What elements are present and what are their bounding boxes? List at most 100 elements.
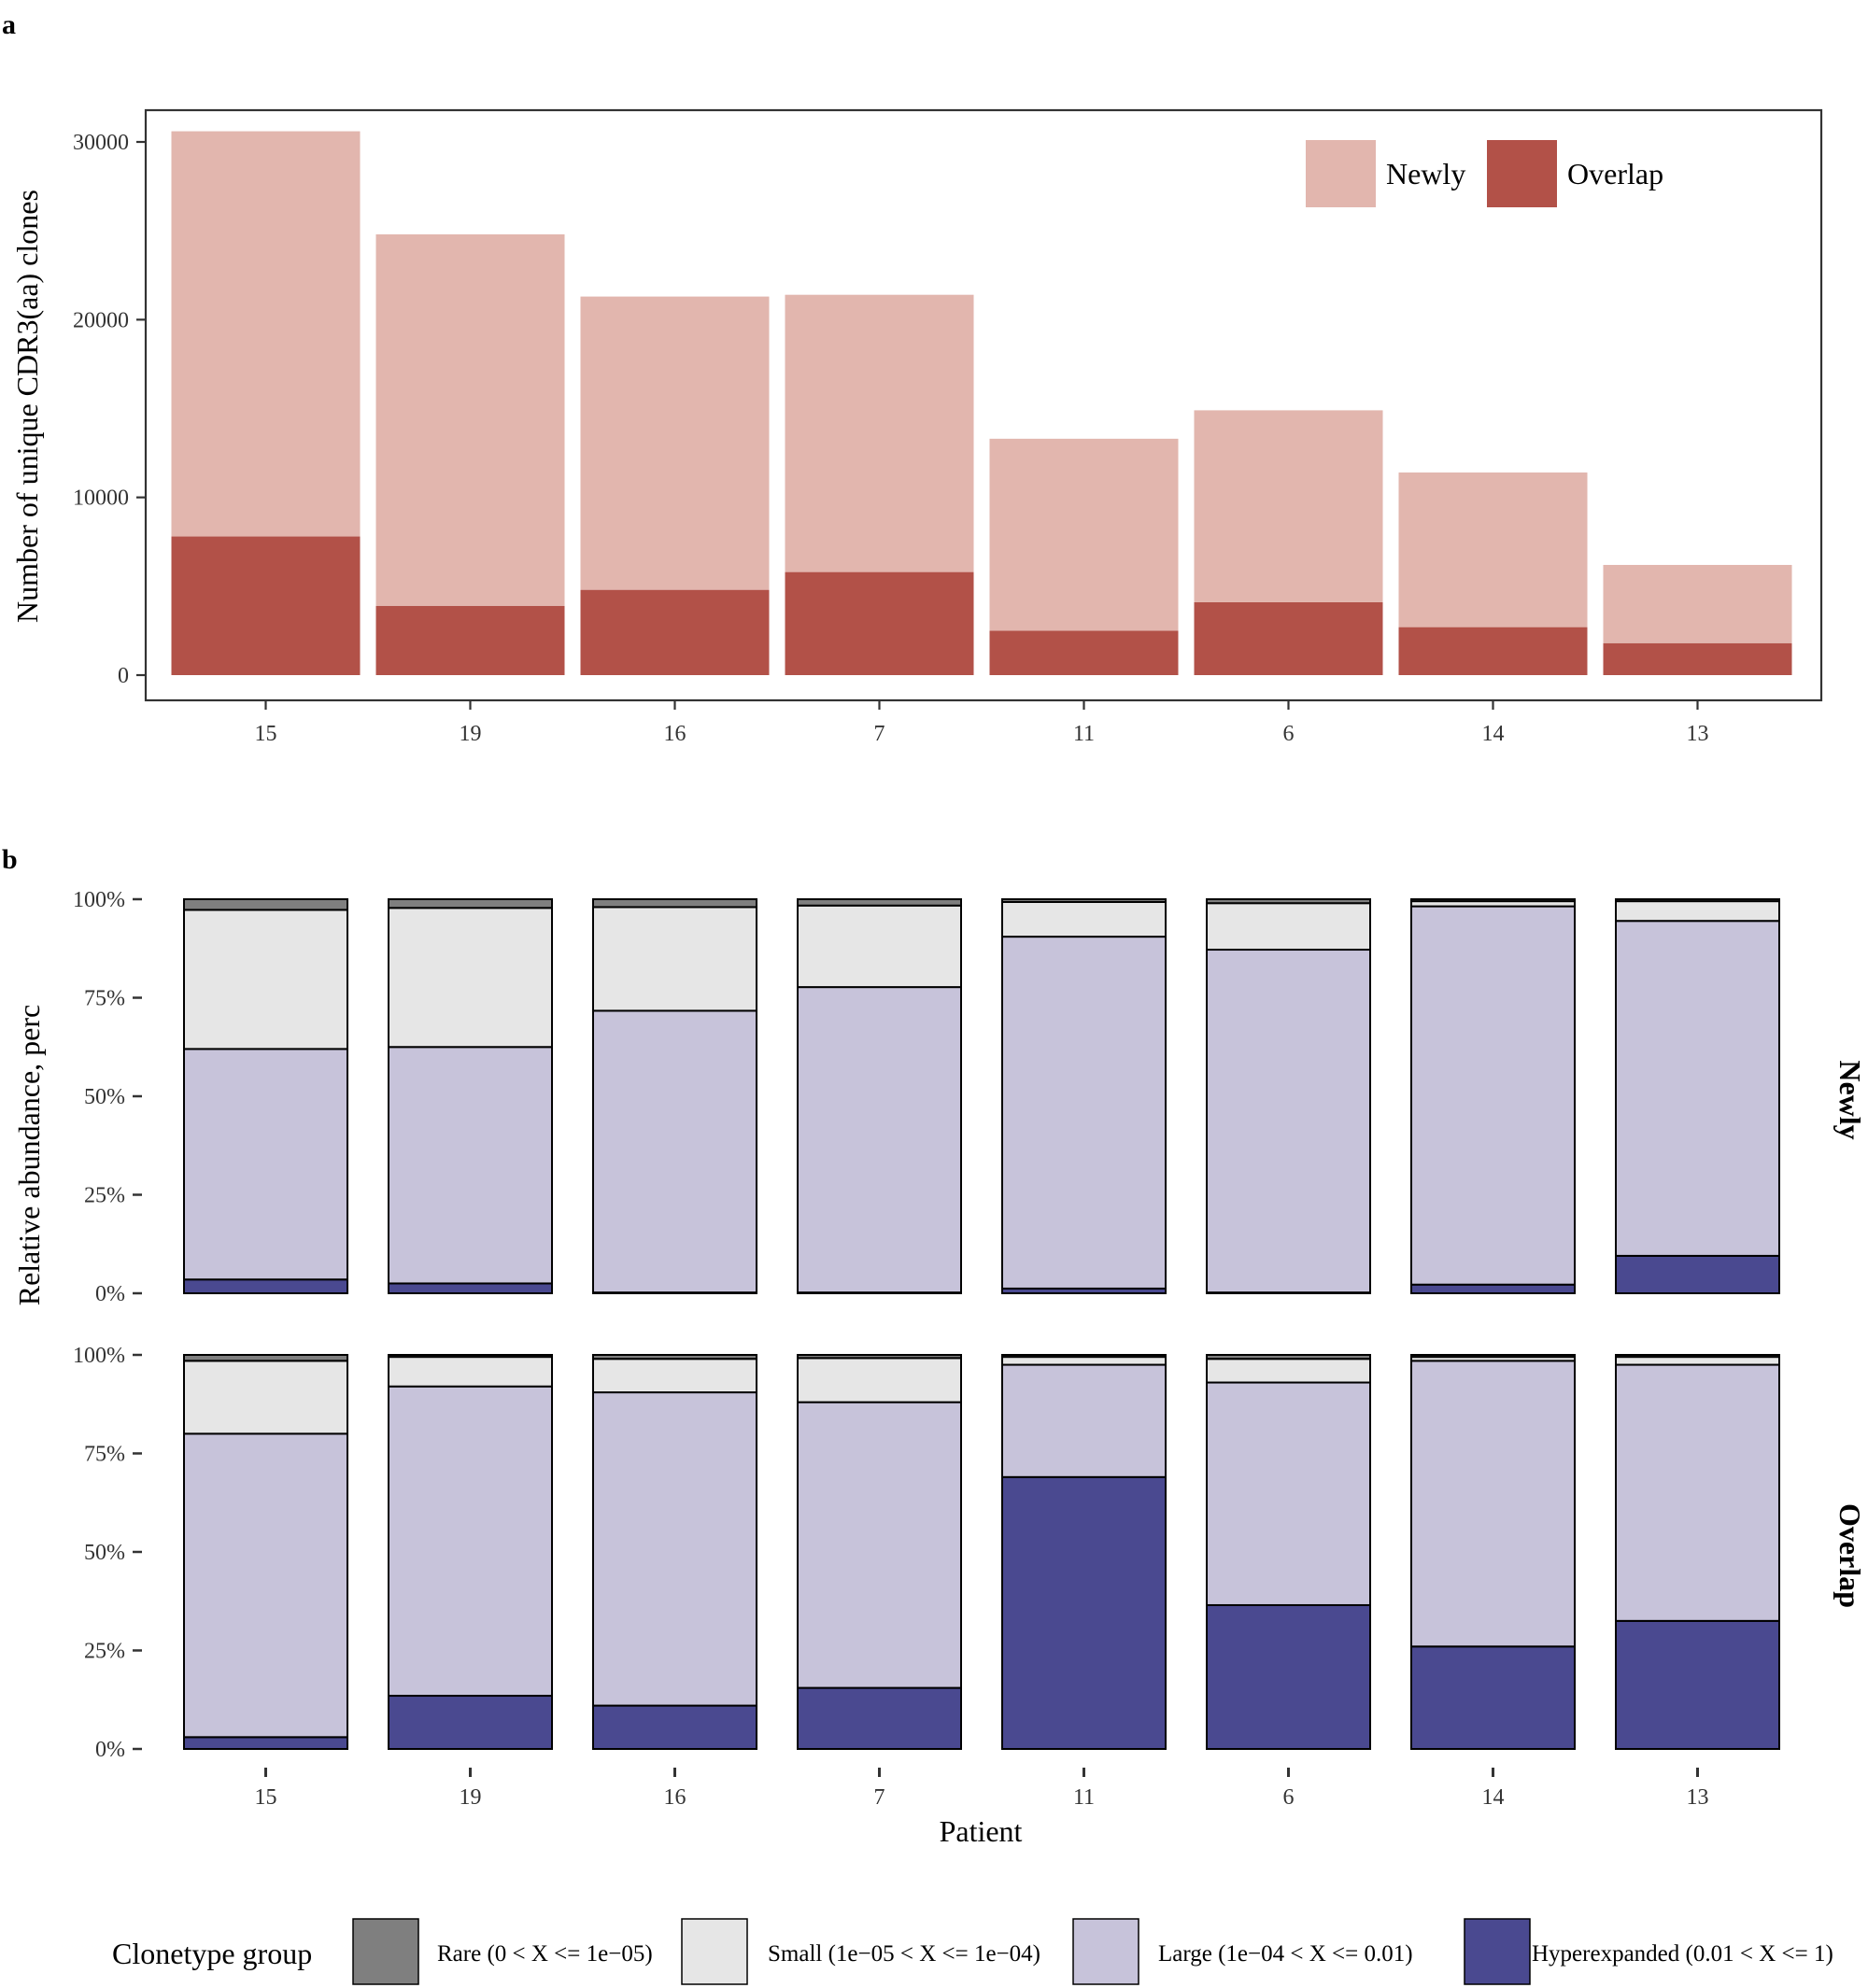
bar-newly-7 <box>785 294 974 572</box>
legend-label-small: Small (1e−05 < X <= 1e−04) <box>768 1941 1040 1967</box>
bar-newly-13 <box>1603 564 1792 643</box>
x-tick-label: 14 <box>1482 1785 1505 1810</box>
bar-overlap-large-16 <box>592 1391 757 1707</box>
facet-newly: 0% 25% 50% 75% 100% Newly <box>73 888 1867 1306</box>
y-tick-label: 10000 <box>73 486 129 511</box>
bar-newly-large-7 <box>797 986 962 1294</box>
y-tick-label: 25% <box>84 1640 125 1664</box>
legend-key-rare <box>352 1918 419 1985</box>
bar-newly-large-6 <box>1206 949 1371 1294</box>
bar-newly-rare-13 <box>1615 898 1780 903</box>
bar-newly-small-16 <box>592 906 757 1012</box>
bar-overlap-large-7 <box>797 1401 962 1689</box>
bar-overlap-13 <box>1603 642 1792 675</box>
y-tick-label: 0% <box>95 1738 125 1762</box>
bar-newly-6 <box>1194 410 1383 602</box>
x-tick-label: 7 <box>874 1785 885 1810</box>
bar-newly-small-13 <box>1615 900 1780 923</box>
panel-a-frame <box>144 108 1823 702</box>
panel-b-chart: 0% 25% 50% 75% 100% Newly 0% 25% 50% 75% 100% Overl… <box>12 888 1867 1985</box>
facet-overlap: 0% 25% 50% 75% 100% Overlap <box>73 1344 1867 1762</box>
legend-title: Clonetype group <box>112 1937 312 1970</box>
y-tick-label: 30000 <box>73 131 129 155</box>
x-tick-label: 11 <box>1073 1785 1095 1810</box>
facet-strip-label-overlap: Overlap <box>1833 1503 1867 1608</box>
bar-overlap-14 <box>1398 627 1588 675</box>
x-tick-label: 14 <box>1482 722 1505 746</box>
bar-newly-small-19 <box>388 907 553 1049</box>
bar-newly-hyperexpanded-15 <box>183 1278 348 1294</box>
bar-newly-rare-15 <box>183 898 348 911</box>
bar-newly-large-16 <box>592 1009 757 1294</box>
x-tick-label: 13 <box>1687 722 1709 746</box>
y-tick-label: 75% <box>84 1443 125 1467</box>
bar-overlap-rare-13 <box>1615 1354 1780 1359</box>
bar-overlap-large-19 <box>388 1385 553 1698</box>
y-tick-label: 75% <box>84 987 125 1011</box>
panel-b-x-axis-title: Patient <box>940 1814 1023 1848</box>
bar-newly-large-11 <box>1001 936 1167 1290</box>
bar-newly-19 <box>375 233 565 606</box>
bar-overlap-6 <box>1194 601 1383 675</box>
panel-b-y-axis-title: Relative abundance, perc <box>12 1005 46 1306</box>
panel-b-legend: Clonetype group Rare (0 < X <= 1e−05) Smal… <box>112 1918 1833 1985</box>
legend-key-large <box>1072 1918 1139 1985</box>
bar-overlap-hyperexpanded-7 <box>797 1686 962 1750</box>
panel-a-bars <box>171 131 1792 675</box>
bar-overlap-hyperexpanded-15 <box>183 1736 348 1750</box>
x-tick-label: 6 <box>1283 1785 1295 1810</box>
bar-newly-small-7 <box>797 904 962 989</box>
bar-overlap-hyperexpanded-16 <box>592 1704 757 1750</box>
y-tick-label: 0 <box>118 664 129 688</box>
bar-overlap-small-11 <box>1001 1356 1167 1366</box>
x-tick-label: 15 <box>255 722 277 746</box>
bar-overlap-small-15 <box>183 1360 348 1435</box>
y-tick-label: 100% <box>73 1344 125 1368</box>
bar-newly-rare-19 <box>388 898 553 909</box>
legend-key-overlap <box>1487 140 1557 207</box>
legend-label-hyperexpanded: Hyperexpanded (0.01 < X <= 1) <box>1532 1941 1833 1967</box>
bar-overlap-rare-11 <box>1001 1354 1167 1359</box>
panel-a-chart: 15 19 16 7 11 6 14 13 0 10000 20000 30000 Number of… <box>10 108 1823 746</box>
bar-overlap-hyperexpanded-6 <box>1206 1603 1371 1750</box>
bar-newly-rare-16 <box>592 898 757 909</box>
legend-label-large: Large (1e−04 < X <= 0.01) <box>1158 1941 1413 1967</box>
bar-overlap-hyperexpanded-14 <box>1410 1645 1576 1751</box>
legend-key-newly <box>1306 140 1376 207</box>
bar-newly-rare-11 <box>1001 898 1167 903</box>
bar-overlap-large-6 <box>1206 1381 1371 1606</box>
bar-newly-large-13 <box>1615 920 1780 1257</box>
bar-newly-large-15 <box>183 1048 348 1281</box>
bar-overlap-large-15 <box>183 1432 348 1739</box>
bar-newly-small-6 <box>1206 902 1371 952</box>
bar-newly-rare-6 <box>1206 898 1371 905</box>
x-tick-label: 7 <box>874 722 885 746</box>
x-tick-label: 16 <box>664 722 686 746</box>
bar-newly-16 <box>580 296 770 590</box>
x-tick-label: 15 <box>255 1785 277 1810</box>
bar-overlap-15 <box>171 536 361 675</box>
x-tick-label: 16 <box>664 1785 686 1810</box>
x-tick-label: 6 <box>1283 722 1295 746</box>
bar-overlap-small-19 <box>388 1356 553 1388</box>
facet-strip-label-newly: Newly <box>1833 1060 1867 1139</box>
bar-overlap-hyperexpanded-13 <box>1615 1619 1780 1750</box>
y-tick-label: 25% <box>84 1184 125 1208</box>
bar-overlap-large-13 <box>1615 1363 1780 1622</box>
bar-overlap-small-16 <box>592 1358 757 1394</box>
bar-newly-14 <box>1398 472 1588 627</box>
y-tick-label: 100% <box>73 888 125 912</box>
bar-overlap-hyperexpanded-19 <box>388 1695 553 1751</box>
bar-newly-small-11 <box>1001 900 1167 938</box>
bar-overlap-19 <box>375 605 565 675</box>
bar-overlap-rare-19 <box>388 1354 553 1359</box>
legend-key-small <box>681 1918 748 1985</box>
panel-b-facets: 0% 25% 50% 75% 100% Newly 0% 25% 50% 75% 100% Overl… <box>73 888 1867 1810</box>
legend-label-overlap: Overlap <box>1567 157 1663 190</box>
legend-label-newly: Newly <box>1386 157 1465 190</box>
bar-newly-11 <box>989 438 1179 631</box>
bar-overlap-small-6 <box>1206 1358 1371 1384</box>
bar-newly-hyperexpanded-19 <box>388 1282 553 1294</box>
panel-b-label: b <box>2 844 18 875</box>
bar-overlap-rare-14 <box>1410 1354 1576 1359</box>
